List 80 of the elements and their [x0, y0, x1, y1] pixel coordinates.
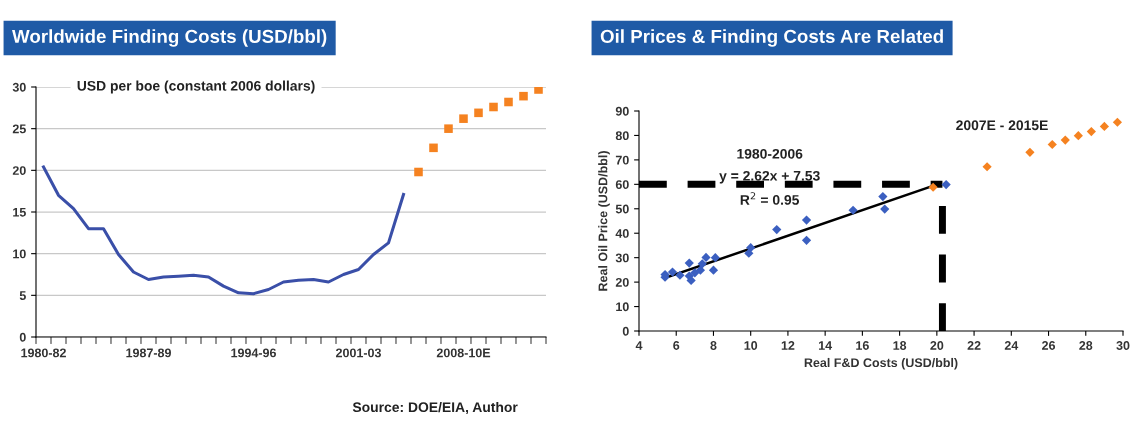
- x-tick-label: 12: [781, 341, 795, 350]
- x-tick-label: 28: [1079, 341, 1093, 350]
- point: [848, 205, 858, 215]
- point: [772, 224, 782, 235]
- x-tick-label: 20: [930, 341, 944, 350]
- x-tick-label: 10: [744, 341, 758, 350]
- point: [684, 258, 694, 268]
- y-tick-label: 30: [615, 253, 629, 263]
- annotation: 2007E - 2015E: [956, 120, 1048, 131]
- source-note: Source: DOE/EIA, Author: [352, 401, 518, 415]
- x-tick-label: 14: [818, 341, 833, 350]
- x-tick-label: 8: [710, 341, 717, 350]
- x-tick-label: 2001-03: [336, 348, 381, 358]
- y-tick-label: 5: [19, 291, 26, 300]
- point: [519, 91, 528, 101]
- point: [675, 270, 685, 280]
- x-tick-label: 1994-96: [231, 348, 276, 358]
- point: [667, 267, 678, 277]
- y-tick-label: 0: [622, 326, 629, 336]
- y-tick-label: 50: [615, 204, 629, 214]
- x-tick-label: 18: [893, 341, 907, 350]
- y-tick-label: 0: [19, 332, 26, 342]
- point: [504, 97, 513, 107]
- line-series: [41, 165, 406, 296]
- x-tick-label: 6: [673, 341, 680, 350]
- y-tick-label: 10: [616, 302, 629, 312]
- point: [710, 253, 720, 263]
- annotation: USD per boe (constant 2006 dollars): [77, 80, 315, 94]
- x-tick-label: 26: [1042, 341, 1056, 350]
- point: [534, 87, 543, 94]
- point: [928, 182, 938, 192]
- point: [982, 162, 992, 172]
- point: [941, 179, 951, 190]
- y-tick-label: 20: [12, 166, 26, 175]
- x-tick-label: 22: [967, 341, 981, 350]
- point: [444, 124, 453, 133]
- y-tick-label: 15: [13, 207, 26, 217]
- x-tick-label: 1987-89: [126, 348, 171, 358]
- y-tick-label: 25: [12, 124, 26, 134]
- point: [1025, 147, 1035, 157]
- y-tick-label: 70: [615, 155, 629, 165]
- x-tick-label: 1980-82: [21, 348, 66, 358]
- annotation: y = 2.62x + 7.53: [719, 170, 820, 184]
- y-axis-title: Real Oil Price (USD/bbl): [598, 151, 610, 291]
- point: [878, 191, 888, 202]
- point: [1112, 117, 1123, 127]
- point: [880, 204, 890, 214]
- y-tick-label: 20: [615, 277, 629, 287]
- point: [1073, 131, 1083, 141]
- point: [489, 102, 498, 112]
- point: [801, 235, 812, 245]
- x-tick-label: 16: [856, 341, 869, 350]
- point: [801, 215, 812, 225]
- x-tick-label: 24: [1004, 341, 1019, 350]
- annotation: 1980-2006: [737, 148, 803, 159]
- chart-title: Oil Prices & Finding Costs Are Related: [600, 29, 943, 47]
- point: [744, 248, 754, 258]
- point: [1086, 126, 1096, 137]
- y-tick-label: 10: [13, 249, 26, 259]
- point: [1099, 121, 1109, 132]
- point: [697, 259, 707, 269]
- point: [474, 108, 483, 118]
- point: [1060, 135, 1070, 145]
- y-tick-label: 30: [12, 82, 26, 92]
- annotation: R$^{2}$ = 0.95: [740, 192, 800, 205]
- y-tick-label: 80: [615, 131, 629, 141]
- point: [1047, 139, 1057, 150]
- y-tick-label: 40: [615, 229, 629, 238]
- point: [708, 265, 719, 275]
- chart-title: Worldwide Finding Costs (USD/bbl): [12, 29, 327, 47]
- x-tick-label: 2008-10E: [436, 348, 491, 358]
- point: [459, 114, 468, 123]
- x-tick-label: 30: [1116, 341, 1130, 350]
- y-tick-label: 90: [615, 106, 629, 116]
- x-axis-title: Real F&D Costs (USD/bbl): [804, 357, 958, 370]
- point: [701, 252, 711, 263]
- y-tick-label: 60: [615, 180, 629, 189]
- point: [414, 167, 423, 177]
- x-tick-label: 4: [635, 341, 643, 350]
- point: [429, 143, 438, 153]
